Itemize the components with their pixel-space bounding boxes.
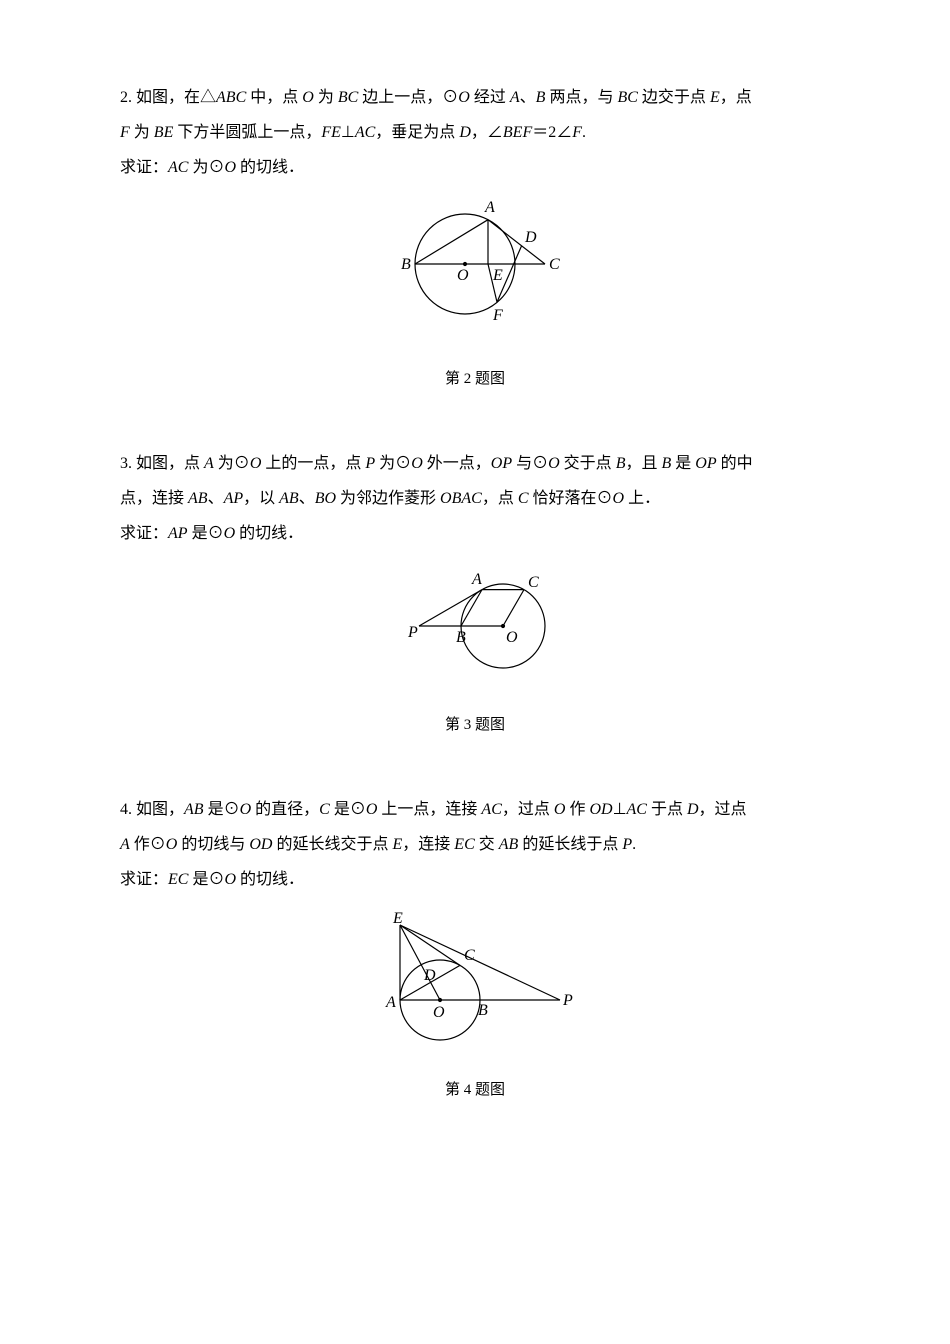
problem-4-text: 4. 如图，AB 是⊙O 的直径，C 是⊙O 上一点，连接 AC，过点 O 作 …: [120, 792, 830, 898]
problem-number: 3: [120, 455, 128, 472]
label-E: E: [392, 910, 403, 927]
label-D: D: [423, 967, 436, 984]
label-C: C: [528, 574, 539, 591]
figure-2-svg: A B C D E F O: [375, 194, 575, 344]
problem-number: 4: [120, 801, 128, 818]
problem-number: 2: [120, 89, 128, 106]
figure-4: A B C D E O P 第 4 题图: [120, 905, 830, 1107]
label-B: B: [401, 256, 411, 273]
label-F: F: [492, 307, 503, 324]
figure-4-caption: 第 4 题图: [120, 1074, 830, 1107]
label-A: A: [385, 994, 396, 1011]
problem-4: 4. 如图，AB 是⊙O 的直径，C 是⊙O 上一点，连接 AC，过点 O 作 …: [120, 792, 830, 1108]
problem-3: 3. 如图，点 A 为⊙O 上的一点，点 P 为⊙O 外一点，OP 与⊙O 交于…: [120, 446, 830, 742]
figure-3-svg: A B C O P: [380, 559, 570, 689]
figure-2: A B C D E F O 第 2 题图: [120, 194, 830, 396]
problem-3-text: 3. 如图，点 A 为⊙O 上的一点，点 P 为⊙O 外一点，OP 与⊙O 交于…: [120, 446, 830, 552]
label-C: C: [549, 256, 560, 273]
problem-2-text: 2. 如图，在△ABC 中，点 O 为 BC 边上一点，⊙O 经过 A、B 两点…: [120, 80, 830, 186]
label-D: D: [524, 229, 537, 246]
figure-3: A B C O P 第 3 题图: [120, 559, 830, 741]
label-O: O: [433, 1004, 445, 1021]
problem-2: 2. 如图，在△ABC 中，点 O 为 BC 边上一点，⊙O 经过 A、B 两点…: [120, 80, 830, 396]
label-P: P: [562, 992, 573, 1009]
figure-3-caption: 第 3 题图: [120, 709, 830, 742]
figure-4-svg: A B C D E O P: [365, 905, 585, 1055]
label-A: A: [471, 571, 482, 588]
figure-2-caption: 第 2 题图: [120, 363, 830, 396]
label-O: O: [506, 629, 518, 646]
label-P: P: [407, 624, 418, 641]
label-E: E: [492, 267, 503, 284]
label-A: A: [484, 199, 495, 216]
label-B: B: [478, 1002, 488, 1019]
label-O: O: [457, 267, 469, 284]
label-C: C: [464, 947, 475, 964]
label-B: B: [456, 629, 466, 646]
